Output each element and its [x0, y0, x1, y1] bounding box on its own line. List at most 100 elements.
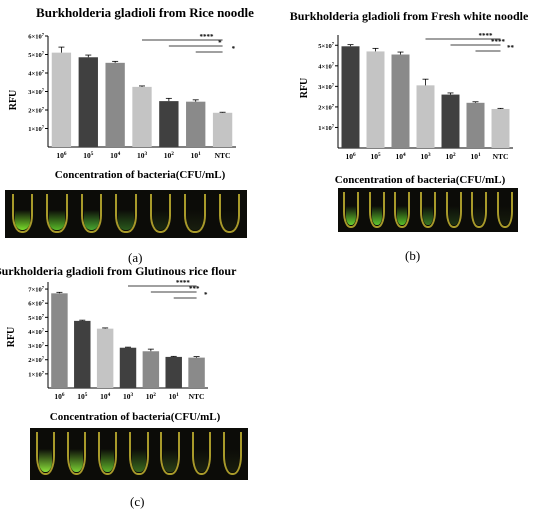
chart-a-xtick-label: 101 [191, 151, 202, 160]
chart-b-ytick-label: 4×107 [318, 62, 334, 71]
tube-fluorescence [152, 209, 169, 231]
tube-fluorescence [474, 205, 485, 225]
chart-b-ytick-label: 3×107 [318, 82, 334, 91]
tube-fluorescence [118, 209, 134, 231]
chart-b-bar [366, 51, 385, 148]
chart-a-xlabel: Concentration of bacteria(CFU/mL) [55, 169, 226, 180]
tube [191, 432, 211, 475]
chart-c-bar [142, 351, 160, 388]
chart-b-ytick-label: 1×107 [318, 123, 334, 132]
tube [11, 193, 33, 234]
chart-a: Burkholderia gladioli from Rice noodle R… [8, 5, 254, 180]
tube-photo-a [5, 190, 247, 238]
tube-fluorescence [38, 449, 53, 472]
chart-b-xlabel: Concentration of bacteria(CFU/mL) [335, 174, 506, 186]
chart-a-ytick-label: 6×107 [28, 32, 44, 41]
tube [115, 193, 137, 234]
chart-b-sig-label: ** [507, 44, 515, 52]
chart-a-ytick-label: 1×107 [28, 124, 44, 133]
tube-fluorescence [14, 209, 30, 231]
tube-photo-c [30, 428, 248, 480]
tube-fluorescence [83, 209, 100, 231]
tube [342, 191, 359, 228]
tube [160, 432, 180, 475]
tube [445, 191, 462, 228]
chart-c-xtick-label: 103 [123, 392, 134, 401]
tube [218, 193, 241, 234]
tube [368, 191, 385, 228]
chart-b-bar [391, 54, 410, 148]
chart-c-xtick-label: 105 [77, 392, 88, 401]
chart-a-ylabel: RFU [8, 90, 19, 111]
chart-b-title: Burkholderia gladioli from Fresh white n… [290, 9, 529, 23]
tube [471, 191, 488, 228]
chart-a-bar [186, 101, 206, 147]
tube [35, 432, 56, 475]
tube-fluorescence [221, 209, 238, 231]
panel-label-b: (b) [405, 248, 421, 263]
chart-b-xtick-label: 103 [420, 152, 431, 161]
tube [46, 193, 68, 234]
chart-b-xtick-label: 102 [445, 152, 456, 161]
tube-fluorescence [423, 205, 433, 225]
chart-c-title: Burkholderia gladioli from Glutinous ric… [0, 264, 237, 278]
tube [129, 432, 149, 475]
tube-fluorescence [163, 449, 177, 472]
tube [80, 193, 103, 234]
chart-b-bar [441, 94, 460, 148]
chart-b-ytick-label: 5×107 [318, 41, 334, 50]
chart-a-xtick-label: 105 [83, 151, 94, 160]
chart-c-bar [165, 356, 182, 388]
chart-b: Burkholderia gladioli from Fresh white n… [290, 9, 529, 186]
chart-b-bar [341, 46, 360, 148]
chart-c-bar [74, 320, 91, 388]
tube-fluorescence [225, 449, 240, 472]
chart-a-sig-label: **** [199, 33, 214, 41]
chart-a-bar [159, 101, 179, 147]
chart-b-sig-label: **** [479, 32, 494, 40]
tube [98, 432, 118, 475]
chart-a-bar [78, 57, 98, 147]
tube-fluorescence [187, 209, 203, 231]
chart-c-bar [188, 357, 205, 388]
chart-a-bar [132, 86, 152, 147]
chart-a-title: Burkholderia gladioli from Rice noodle [36, 5, 254, 20]
chart-a-ytick-label: 5×107 [28, 50, 44, 59]
chart-c-ytick-label: 2×107 [28, 356, 44, 365]
chart-b-xtick-label: 105 [370, 152, 381, 161]
chart-b-bar [416, 85, 435, 148]
chart-c-ytick-label: 5×107 [28, 313, 44, 322]
chart-c-xtick-label: 106 [54, 392, 65, 401]
tube [222, 432, 243, 475]
tube [394, 191, 411, 228]
chart-a-bar [105, 62, 125, 148]
chart-a-xtick-label: 104 [110, 151, 121, 160]
chart-c-sig-label: * [204, 291, 208, 299]
tube [184, 193, 206, 234]
chart-a-sig-label: * [218, 39, 222, 47]
chart-a-xtick-label: 103 [137, 151, 148, 160]
chart-c-ytick-label: 7×107 [28, 285, 44, 294]
tube-fluorescence [49, 209, 65, 231]
chart-a-ytick-label: 3×107 [28, 87, 44, 96]
chart-b-ytick-label: 2×107 [318, 103, 334, 112]
chart-c-ylabel: RFU [6, 327, 17, 348]
tube-photo-b [338, 188, 518, 232]
chart-a-xtick-label: 106 [56, 151, 67, 160]
tube-fluorescence [132, 449, 146, 472]
chart-c-xtick-label: 102 [146, 392, 157, 401]
chart-c-bar [96, 328, 114, 388]
chart-c-bar [51, 293, 68, 388]
chart-c-xtick-label: 101 [169, 392, 180, 401]
chart-b-sig-label: **** [491, 38, 506, 46]
chart-b-plot: 1×107 2×107 3×107 4×107 5×107 106 105 104 103 102… [318, 32, 514, 161]
chart-c-ytick-label: 1×107 [28, 370, 44, 379]
tube-fluorescence [194, 449, 208, 472]
chart-c-ytick-label: 6×107 [28, 299, 44, 308]
tube [420, 191, 436, 228]
chart-a-bar [212, 112, 233, 147]
chart-b-xtick-label: NTC [493, 152, 509, 161]
chart-b-xtick-label: 106 [345, 152, 356, 161]
tube-fluorescence [500, 205, 511, 225]
chart-b-bar [466, 102, 485, 148]
